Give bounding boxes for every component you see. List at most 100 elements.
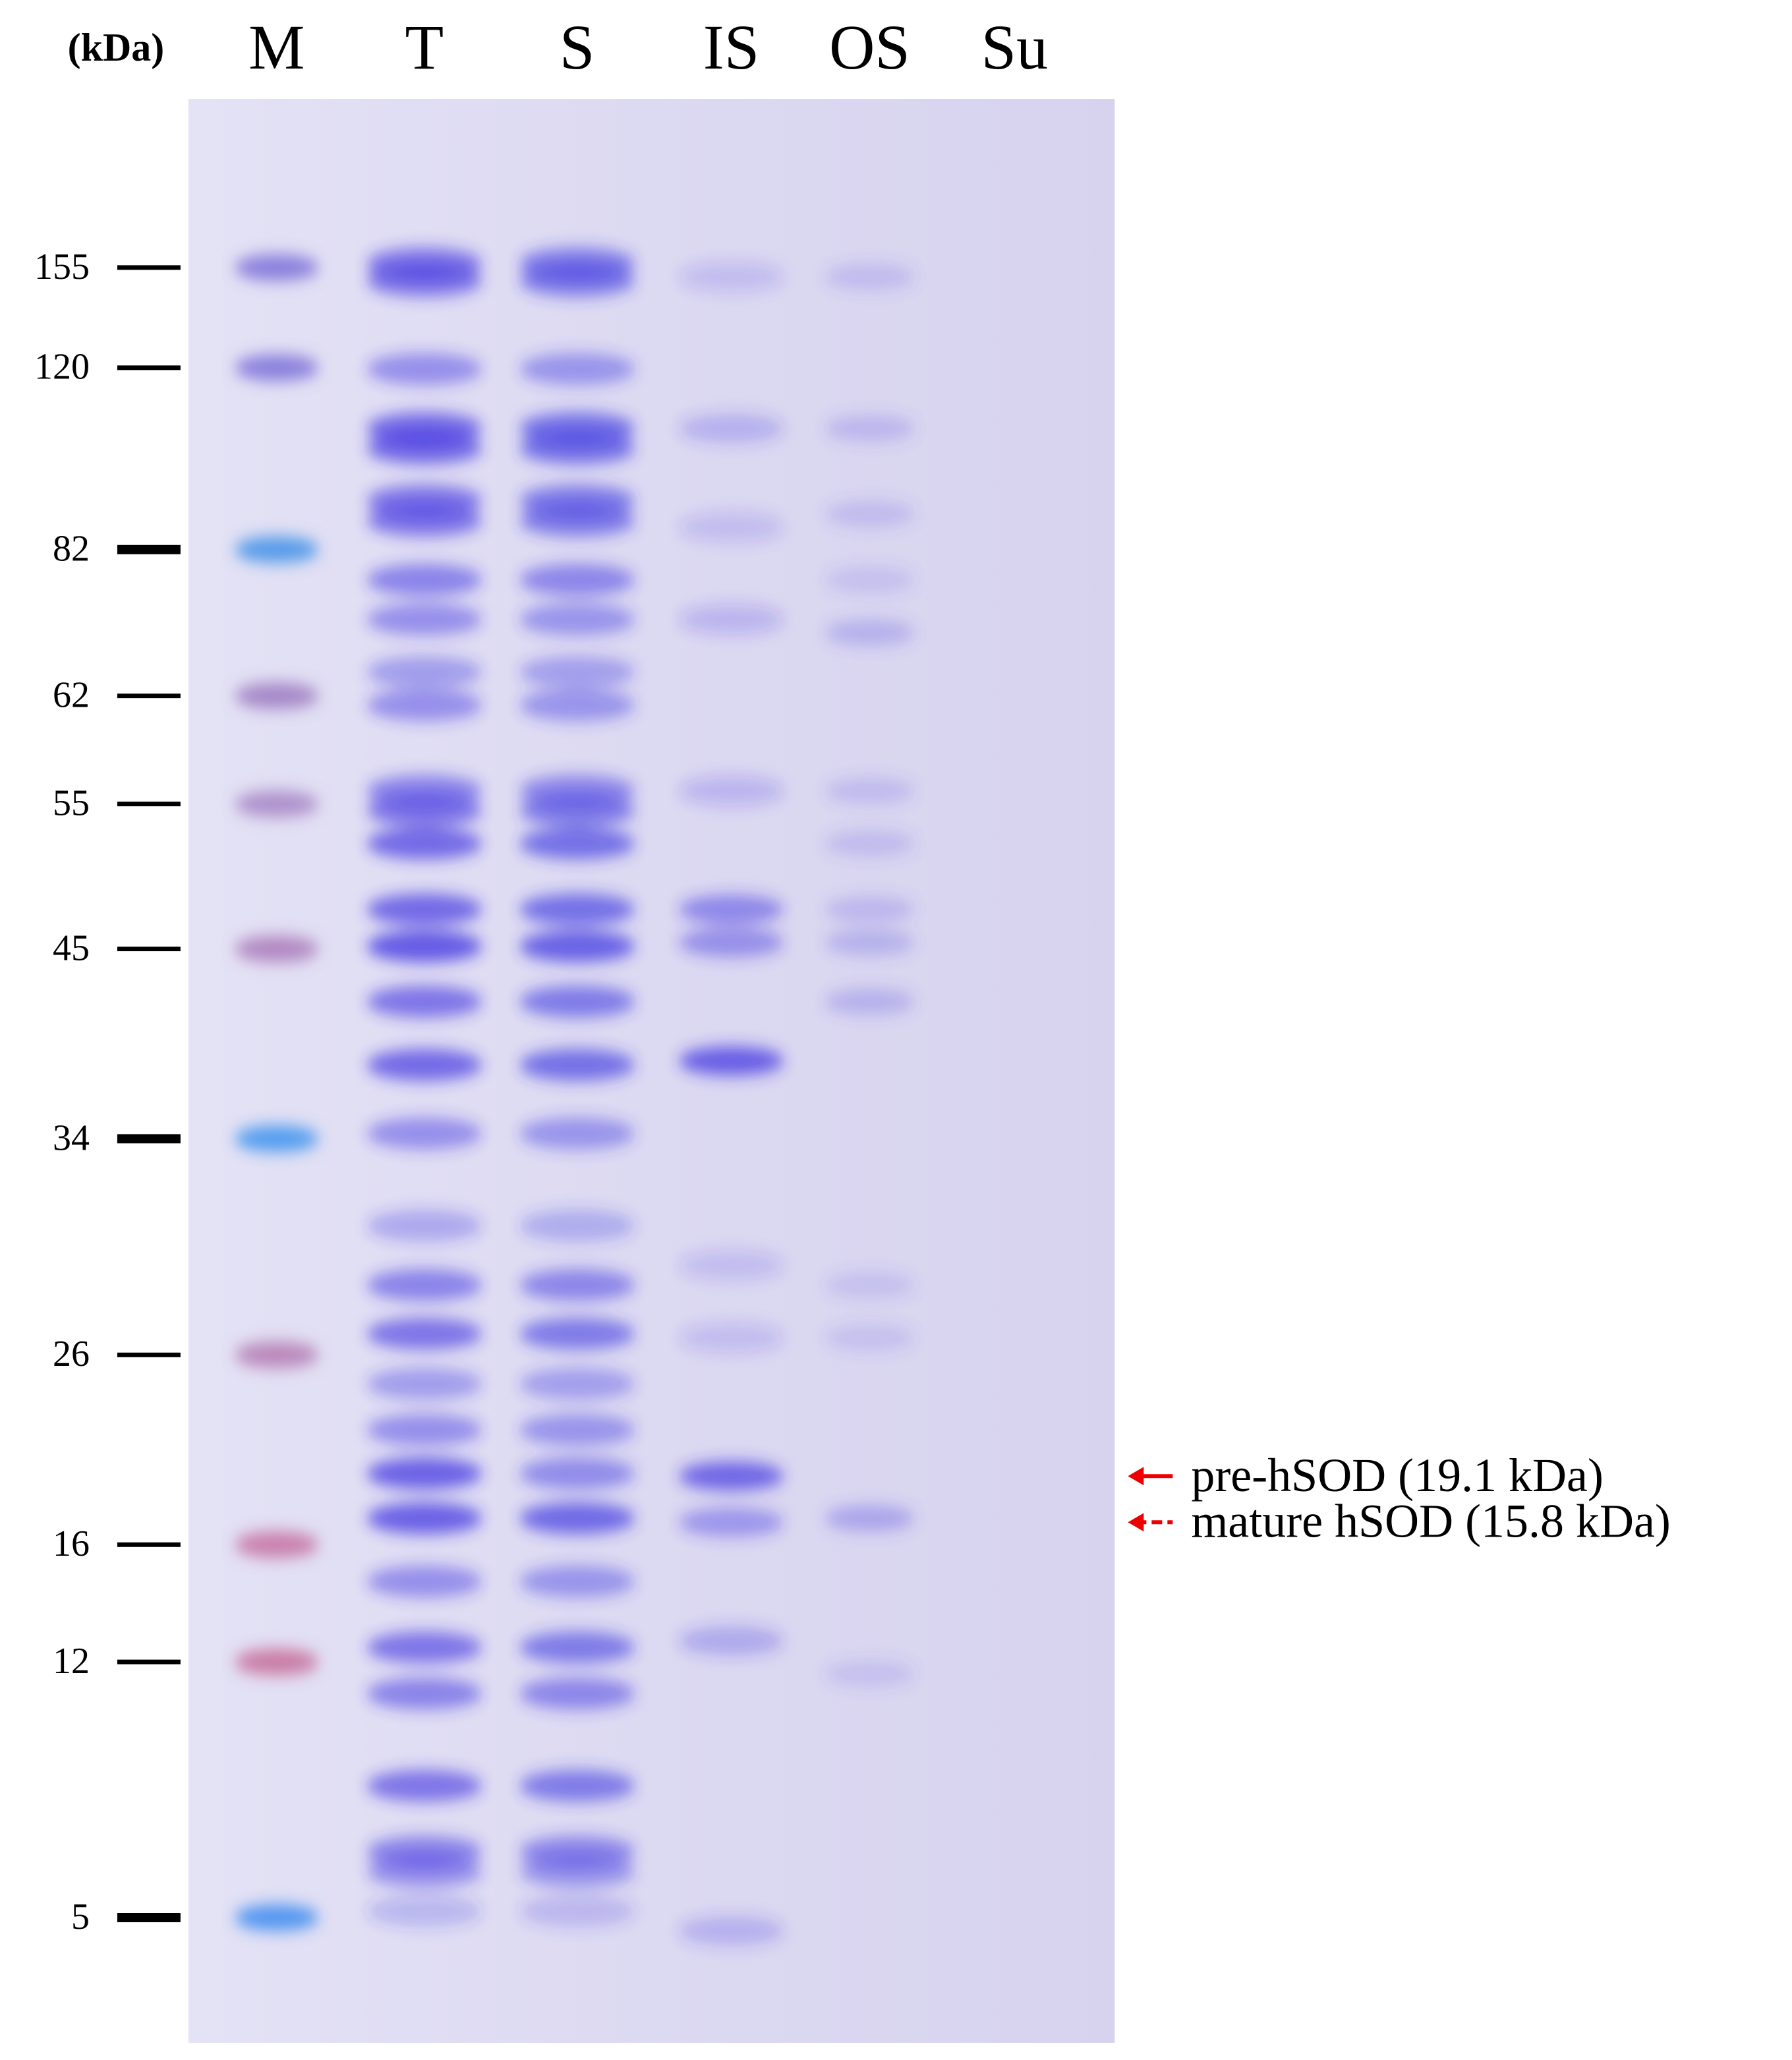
band <box>519 1414 635 1446</box>
band <box>824 1661 915 1688</box>
band <box>678 776 784 806</box>
band <box>366 1632 482 1664</box>
band <box>366 1049 482 1081</box>
band <box>678 927 784 957</box>
band <box>519 1117 635 1150</box>
band <box>519 432 635 464</box>
marker-label: 12 <box>53 1641 90 1682</box>
lane-label: M <box>248 12 304 82</box>
band <box>366 930 482 962</box>
band <box>234 1125 319 1152</box>
band <box>366 794 482 827</box>
band <box>519 504 635 537</box>
band <box>366 1117 482 1150</box>
band <box>234 682 319 709</box>
band <box>519 1632 635 1664</box>
band <box>366 564 482 596</box>
marker-label: 120 <box>34 347 90 388</box>
annotation: pre-hSOD (19.1 kDa) <box>1191 1449 1604 1502</box>
band <box>824 1272 915 1299</box>
band <box>366 1856 482 1888</box>
band <box>366 1895 482 1927</box>
band <box>519 986 635 1018</box>
band <box>824 415 915 442</box>
band <box>519 1856 635 1888</box>
band <box>234 536 319 563</box>
band <box>519 1049 635 1081</box>
marker-label: 155 <box>34 247 90 287</box>
annotations: pre-hSOD (19.1 kDa) mature hSOD (15.8 kD… <box>1128 1449 1671 1548</box>
band <box>519 1566 635 1598</box>
bands <box>234 247 915 1945</box>
band <box>824 263 915 290</box>
band <box>678 604 784 634</box>
band <box>519 1210 635 1242</box>
band <box>678 895 784 924</box>
marker-label: 62 <box>53 675 90 716</box>
band <box>234 1341 319 1368</box>
band <box>519 564 635 596</box>
band <box>366 1770 482 1802</box>
band <box>519 1770 635 1802</box>
band <box>366 689 482 721</box>
band <box>366 1368 482 1400</box>
arrow-head <box>1128 1513 1144 1532</box>
band <box>519 794 635 827</box>
band <box>824 1505 915 1532</box>
band <box>678 413 784 443</box>
band <box>678 1461 784 1491</box>
band <box>519 1457 635 1490</box>
band <box>366 504 482 537</box>
band <box>366 603 482 635</box>
marker-label: 34 <box>53 1117 90 1158</box>
band <box>824 929 915 956</box>
gel <box>188 99 1115 2043</box>
band <box>824 777 915 804</box>
band <box>678 262 784 291</box>
band <box>519 1368 635 1400</box>
band <box>366 1414 482 1446</box>
band <box>824 566 915 593</box>
band <box>366 353 482 385</box>
band <box>234 790 319 817</box>
band <box>366 264 482 297</box>
lane-label: OS <box>829 12 910 82</box>
band <box>519 893 635 926</box>
band <box>366 1457 482 1490</box>
band <box>519 1895 635 1927</box>
band <box>366 432 482 464</box>
band <box>366 1678 482 1710</box>
band <box>824 896 915 923</box>
band <box>366 1566 482 1598</box>
marker-label: 16 <box>53 1523 90 1564</box>
band <box>678 1251 784 1280</box>
marker-label: 26 <box>53 1334 90 1374</box>
band <box>678 1916 784 1945</box>
marker-label: 82 <box>53 529 90 570</box>
band <box>824 500 915 527</box>
band <box>519 656 635 688</box>
annotation: mature hSOD (15.8 kDa) <box>1191 1495 1671 1548</box>
band <box>366 986 482 1018</box>
lane-label: IS <box>703 12 759 82</box>
band <box>234 254 319 281</box>
marker-label: 55 <box>53 782 90 823</box>
band <box>678 512 784 542</box>
unit-label: (kDa) <box>68 26 165 69</box>
lane-label: T <box>405 12 444 82</box>
band <box>234 1904 319 1931</box>
band <box>519 930 635 962</box>
band <box>234 1531 319 1558</box>
band <box>678 1323 784 1353</box>
band <box>234 935 319 962</box>
marker-label: 5 <box>71 1897 90 1937</box>
band <box>824 619 915 646</box>
marker-label: 45 <box>53 927 90 968</box>
band <box>519 1678 635 1710</box>
band <box>824 1324 915 1351</box>
lane-label: Su <box>981 12 1048 82</box>
lane-label: S <box>560 12 594 82</box>
band <box>519 264 635 297</box>
band <box>366 1502 482 1535</box>
